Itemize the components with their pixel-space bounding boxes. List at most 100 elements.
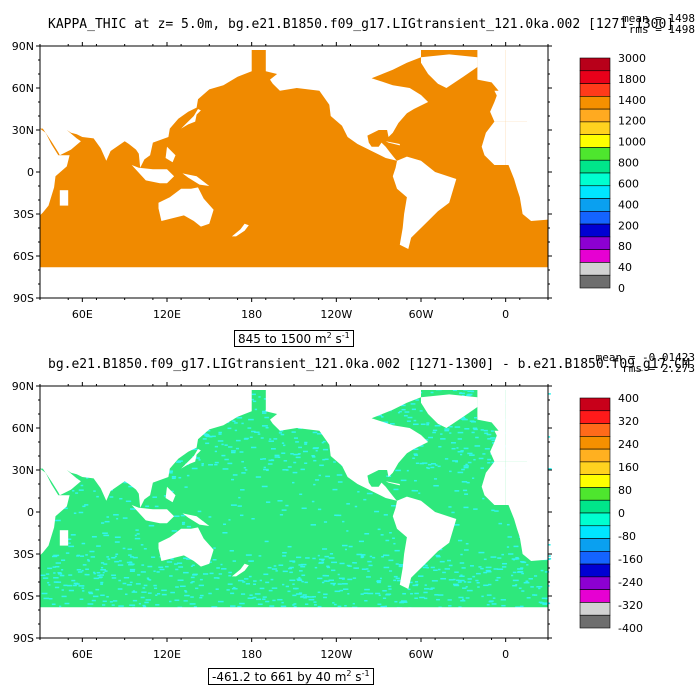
speckle [414, 592, 419, 595]
speckle [311, 500, 315, 503]
speckle [487, 462, 491, 464]
speckle [153, 587, 158, 590]
speckle [100, 566, 104, 569]
speckle [175, 586, 179, 588]
speckle [258, 555, 262, 557]
speckle [483, 584, 489, 587]
speckle [268, 589, 273, 592]
speckle [199, 594, 204, 597]
speckle [242, 581, 246, 583]
speckle [453, 524, 460, 526]
speckle [363, 498, 367, 501]
speckle [483, 429, 488, 432]
speckle [213, 577, 219, 579]
land-polygon [494, 90, 503, 102]
speckle [377, 603, 382, 606]
speckle [512, 558, 515, 561]
speckle [270, 459, 274, 461]
speckle [352, 577, 357, 579]
speckle [199, 578, 203, 581]
lat-label: 60N [12, 82, 34, 95]
speckle [480, 467, 485, 469]
speckle [93, 577, 99, 580]
speckle [467, 390, 474, 392]
colorbar-label: -400 [618, 622, 643, 635]
speckle [430, 587, 435, 589]
lon-label: 180 [241, 308, 262, 321]
speckle [319, 464, 324, 467]
speckle [513, 545, 519, 548]
speckle [447, 599, 452, 601]
speckle [497, 568, 504, 570]
speckle [102, 571, 105, 574]
speckle [496, 576, 501, 579]
speckle [423, 588, 430, 590]
speckle [129, 556, 134, 558]
speckle [293, 453, 298, 456]
speckle [70, 534, 76, 536]
colorbar-swatch [579, 147, 611, 161]
speckle [332, 602, 335, 604]
speckle [255, 476, 262, 478]
colorbar-label: 80 [618, 484, 632, 497]
speckle [190, 576, 195, 579]
speckle [344, 548, 347, 551]
speckle [467, 578, 472, 580]
speckle [186, 558, 192, 560]
speckle [279, 430, 284, 432]
speckle [347, 565, 352, 567]
speckle [283, 444, 286, 447]
lon-label: 60W [409, 308, 434, 321]
speckle [123, 576, 130, 579]
speckle [430, 391, 434, 394]
speckle [122, 547, 126, 550]
speckle [431, 580, 438, 582]
lon-label: 120E [153, 648, 181, 661]
speckle [331, 561, 338, 564]
speckle [523, 581, 530, 584]
speckle [117, 588, 123, 590]
speckle [42, 577, 49, 579]
speckle [398, 564, 403, 566]
speckle [103, 563, 108, 565]
speckle [113, 514, 119, 516]
speckle [517, 568, 523, 570]
speckle [57, 573, 63, 575]
speckle [303, 596, 308, 599]
speckle [119, 560, 122, 562]
speckle [240, 593, 246, 595]
speckle [129, 570, 135, 572]
speckle [190, 596, 194, 598]
speckle [245, 554, 252, 556]
land-polygon [421, 394, 478, 428]
speckle [285, 469, 289, 471]
speckle [367, 592, 374, 595]
speckle [519, 605, 524, 608]
speckle [81, 587, 85, 589]
land-polygon [505, 46, 548, 129]
speckle [47, 567, 53, 570]
speckle [520, 567, 524, 569]
speckle [440, 438, 446, 440]
speckle [466, 394, 472, 396]
speckle [282, 583, 285, 586]
speckle [440, 577, 447, 580]
speckle [408, 581, 413, 584]
speckle [221, 443, 224, 446]
speckle [318, 474, 321, 477]
speckle [228, 571, 232, 574]
speckle [460, 574, 463, 577]
speckle [281, 442, 285, 444]
colorbar-swatch [579, 198, 611, 212]
speckle [472, 427, 478, 430]
speckle [396, 579, 402, 582]
mean-value: mean = 1498 [622, 12, 695, 25]
speckle [344, 605, 347, 607]
speckle [360, 556, 364, 559]
speckle [456, 579, 460, 582]
speckle [114, 536, 121, 538]
speckle [293, 461, 297, 464]
speckle [175, 568, 179, 571]
speckle [366, 492, 373, 495]
